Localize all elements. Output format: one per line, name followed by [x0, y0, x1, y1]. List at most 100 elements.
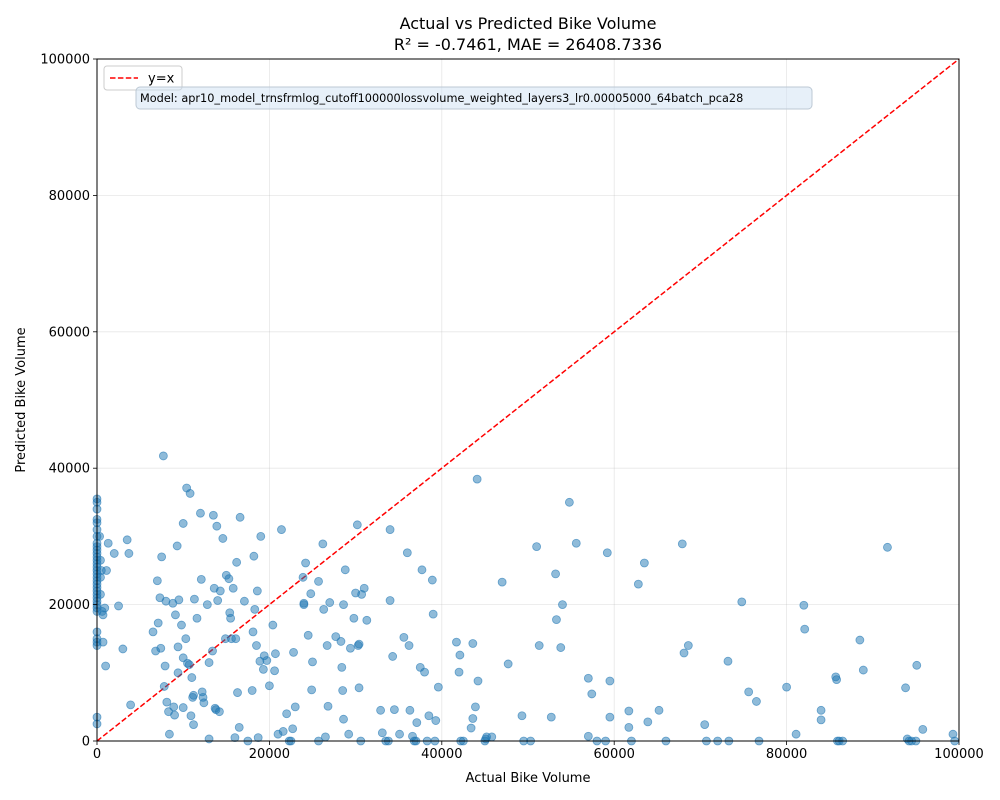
scatter-point [215, 586, 225, 596]
axis-ticks: 0 20000 40000 60000 80000 100000 0 20000 40000 60… [40, 53, 983, 763]
scatter-point [517, 711, 527, 721]
scatter-point [402, 548, 412, 558]
scatter-point [339, 714, 348, 724]
scatter-point [204, 658, 214, 667]
scatter-point [428, 609, 438, 619]
scatter-point [248, 627, 258, 637]
scatter-point [202, 600, 212, 609]
scatter-point [314, 577, 323, 586]
scatter-point [159, 682, 169, 691]
scatter-point [624, 722, 634, 732]
scatter-point [208, 646, 217, 656]
scatter-point [170, 710, 179, 720]
scatter-point [152, 576, 162, 586]
scatter-point [654, 705, 664, 715]
scatter-point [102, 566, 111, 575]
scatter-point [412, 718, 422, 727]
scatter-point [700, 720, 710, 730]
scatter-point [252, 586, 262, 596]
scatter-point [271, 649, 280, 659]
scatter-point [196, 574, 206, 584]
x-tick-label: 40000 [421, 747, 462, 762]
y-tick-label: 100000 [40, 53, 90, 68]
scatter-point [424, 711, 434, 721]
scatter-point [385, 596, 395, 605]
scatter-point [799, 600, 809, 610]
scatter-point [417, 565, 427, 575]
scatter-point [359, 583, 369, 593]
scatter-point [214, 707, 224, 717]
scatter-point [471, 702, 480, 712]
x-tick-label: 20000 [249, 747, 290, 762]
scatter-point [100, 603, 110, 613]
scatter-point [723, 656, 733, 666]
scatter-point [336, 637, 346, 646]
scatter-point [346, 643, 355, 653]
legend-label: y=x [148, 72, 175, 87]
scatter-point [399, 632, 409, 642]
scatter-point [307, 685, 317, 695]
scatter-point [339, 600, 348, 609]
scatter-point [349, 613, 359, 623]
scatter-point [800, 624, 810, 634]
model-annotation: Model: apr10_model_trnsfrmlog_cutoff1000… [135, 86, 813, 110]
scatter-point [466, 723, 476, 733]
scatter-point [427, 575, 437, 585]
scatter-point [177, 620, 186, 630]
scatter-point [337, 662, 347, 672]
scatter-point [583, 731, 593, 741]
scatter-point [832, 675, 841, 685]
scatter-point [264, 681, 274, 691]
scatter-point [239, 596, 249, 606]
scatter-point [165, 729, 174, 739]
scatter-point [318, 539, 328, 549]
scatter-point [587, 689, 597, 699]
scatter-point [420, 667, 429, 677]
x-tick-label: 0 [93, 747, 101, 762]
scatter-point [252, 641, 261, 650]
scatter-point [303, 630, 313, 640]
scatter-point [354, 639, 364, 649]
scatter-point [187, 673, 197, 682]
scatter-point [883, 542, 892, 552]
scatter-point [249, 551, 259, 561]
scatter-point [452, 637, 461, 647]
scatter-point [160, 661, 170, 671]
scatter-point [199, 698, 209, 708]
scatter-point [298, 572, 308, 582]
scatter-point [173, 642, 183, 652]
scatter-point [605, 676, 615, 686]
scatter-point [262, 656, 272, 665]
scatter-point [901, 683, 910, 693]
scatter-point [532, 542, 542, 552]
y-tick-label: 60000 [49, 325, 90, 340]
scatter-point [683, 641, 693, 650]
scatter-point [918, 725, 928, 734]
legend: y=x [103, 65, 183, 91]
scatter-point [224, 574, 234, 584]
scatter-point [405, 705, 415, 715]
scatter-point [454, 667, 464, 677]
reference-line-y-equals-x [96, 58, 960, 742]
scatter-point [299, 600, 309, 609]
scatter-point [643, 717, 653, 727]
chart-subtitle: R² = -0.7461, MAE = 26408.7336 [394, 35, 662, 54]
plot-frame [96, 58, 960, 742]
scatter-point [186, 711, 196, 721]
scatter-point [253, 733, 263, 742]
scatter-point [737, 597, 747, 607]
scatter-point [679, 648, 689, 658]
scatter-point [282, 709, 292, 719]
annotation-text: Model: apr10_model_trnsfrmlog_cutoff1000… [140, 92, 743, 105]
scatter-point [212, 521, 222, 531]
scatter-point [677, 539, 687, 549]
scatter-point [278, 727, 288, 736]
scatter-point [178, 703, 188, 712]
scatter-point [153, 618, 163, 628]
scatter-point [306, 589, 316, 599]
scatter-point [158, 451, 168, 461]
scatter-point [148, 627, 158, 637]
scatter-point [277, 525, 286, 534]
scatter-point [782, 682, 791, 692]
